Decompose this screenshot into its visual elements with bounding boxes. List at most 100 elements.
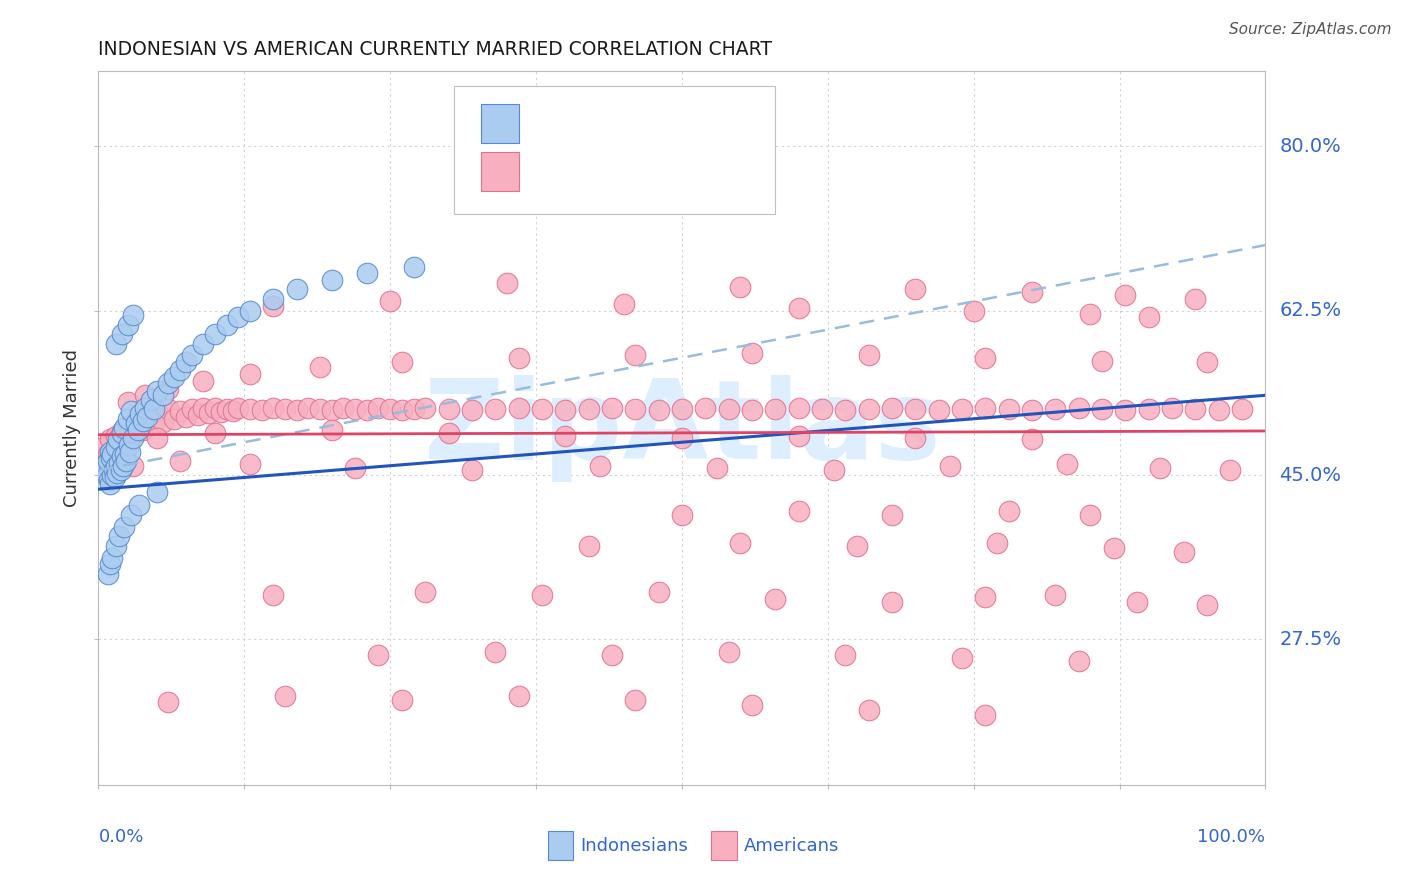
Point	[928, 403, 950, 417]
FancyBboxPatch shape	[481, 103, 519, 143]
Point	[741, 698, 763, 713]
Point	[120, 508, 142, 522]
Point	[285, 403, 308, 417]
Point	[128, 411, 150, 425]
Point	[1137, 402, 1160, 417]
Point	[136, 419, 159, 434]
Point	[193, 336, 215, 351]
Point	[484, 402, 506, 417]
Point	[157, 695, 180, 709]
Point	[204, 401, 226, 415]
Point	[730, 280, 752, 294]
Point	[114, 447, 136, 461]
Point	[97, 454, 120, 468]
Point	[904, 431, 927, 445]
Point	[904, 282, 927, 296]
Point	[461, 403, 484, 417]
Point	[578, 539, 600, 553]
Point	[1149, 460, 1171, 475]
Text: 27.5%: 27.5%	[1279, 630, 1341, 648]
Point	[127, 423, 149, 437]
Point	[1219, 463, 1241, 477]
Point	[139, 406, 162, 420]
Point	[157, 376, 180, 390]
Point	[974, 401, 997, 416]
Point	[104, 440, 127, 454]
Point	[367, 401, 389, 416]
Text: 100.0%: 100.0%	[1198, 828, 1265, 846]
Point	[974, 707, 997, 722]
Text: R =: R =	[540, 114, 576, 133]
Point	[104, 458, 127, 473]
Point	[134, 409, 156, 423]
Point	[134, 401, 156, 415]
Point	[1230, 402, 1253, 417]
Point	[1126, 595, 1149, 609]
Point	[1184, 402, 1206, 417]
Point	[111, 450, 134, 464]
Point	[1045, 588, 1067, 602]
Point	[496, 276, 519, 290]
Point	[730, 535, 752, 549]
Point	[112, 520, 135, 534]
Point	[112, 421, 135, 435]
Point	[508, 401, 530, 416]
Point	[413, 585, 436, 599]
Point	[239, 457, 262, 471]
Point	[858, 703, 880, 717]
Point	[1102, 541, 1125, 556]
Point	[1021, 433, 1043, 447]
Point	[101, 444, 124, 458]
Point	[974, 351, 997, 365]
Point	[530, 402, 553, 417]
Point	[174, 355, 197, 369]
Point	[169, 363, 191, 377]
Point	[117, 411, 139, 425]
Text: INDONESIAN VS AMERICAN CURRENTLY MARRIED CORRELATION CHART: INDONESIAN VS AMERICAN CURRENTLY MARRIED…	[98, 39, 772, 59]
Point	[321, 423, 343, 437]
Point	[193, 374, 215, 388]
Text: 80.0%: 80.0%	[1279, 137, 1341, 156]
Point	[108, 440, 131, 454]
Point	[146, 431, 169, 445]
Point	[402, 260, 425, 274]
Text: 0.0%: 0.0%	[98, 828, 143, 846]
Point	[107, 433, 129, 447]
Point	[321, 403, 343, 417]
Point	[367, 648, 389, 663]
Point	[950, 402, 973, 417]
Point	[962, 303, 984, 318]
Point	[250, 403, 273, 417]
Point	[717, 645, 740, 659]
Point	[146, 404, 169, 418]
Point	[117, 419, 139, 434]
Point	[120, 431, 142, 445]
Point	[1173, 545, 1195, 559]
Point	[209, 405, 232, 419]
Point	[100, 451, 122, 466]
Point	[671, 508, 693, 522]
Point	[97, 447, 120, 461]
Point	[671, 402, 693, 417]
Point	[1195, 598, 1218, 612]
Point	[787, 401, 810, 416]
Point	[530, 588, 553, 602]
Point	[118, 438, 141, 452]
Point	[103, 463, 125, 477]
Point	[101, 468, 124, 483]
Point	[117, 395, 139, 409]
Point	[332, 401, 354, 416]
Point	[344, 460, 367, 475]
Point	[1056, 457, 1078, 471]
Point	[1021, 403, 1043, 417]
Point	[132, 423, 155, 437]
Point	[98, 433, 121, 447]
Point	[125, 425, 148, 440]
Point	[104, 470, 127, 484]
Point	[204, 327, 226, 342]
Point	[391, 355, 413, 369]
Point	[939, 458, 962, 473]
Text: Americans: Americans	[744, 837, 839, 855]
Point	[125, 417, 148, 431]
Point	[97, 566, 120, 581]
